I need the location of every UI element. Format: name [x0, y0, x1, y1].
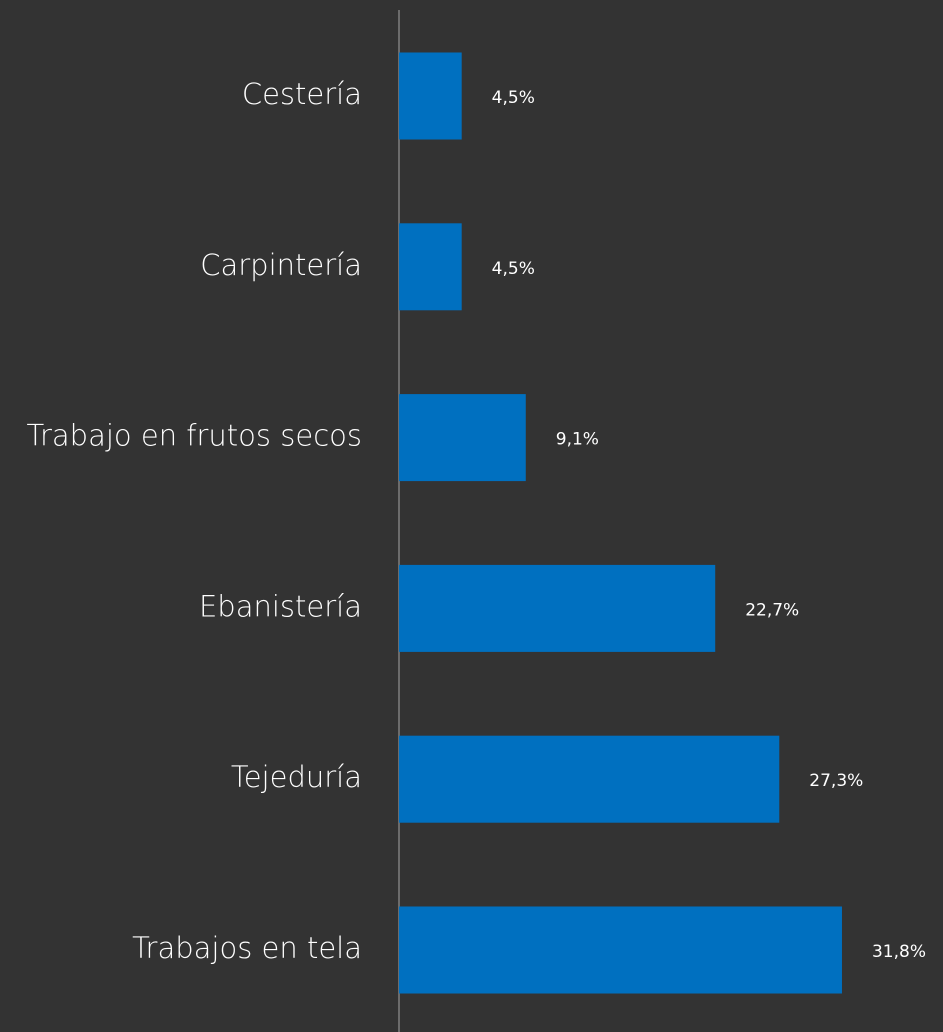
bar — [399, 223, 462, 311]
category-label: Carpintería — [200, 248, 362, 282]
category-label: Cestería — [242, 77, 362, 111]
data-label: 4,5% — [492, 88, 535, 108]
data-label: 4,5% — [492, 259, 535, 279]
data-label: 27,3% — [809, 771, 863, 791]
category-label: Trabajos en tela — [132, 931, 362, 965]
data-label: 9,1% — [556, 430, 599, 450]
bar — [399, 394, 526, 482]
bar — [399, 52, 462, 140]
data-label: 31,8% — [872, 942, 926, 962]
category-label: Trabajo en frutos secos — [27, 419, 362, 453]
bar — [399, 906, 842, 994]
bar — [399, 564, 716, 652]
category-label: Ebanistería — [199, 589, 362, 623]
data-label: 22,7% — [745, 600, 799, 620]
category-label: Tejeduría — [231, 760, 362, 794]
bar — [399, 735, 780, 823]
